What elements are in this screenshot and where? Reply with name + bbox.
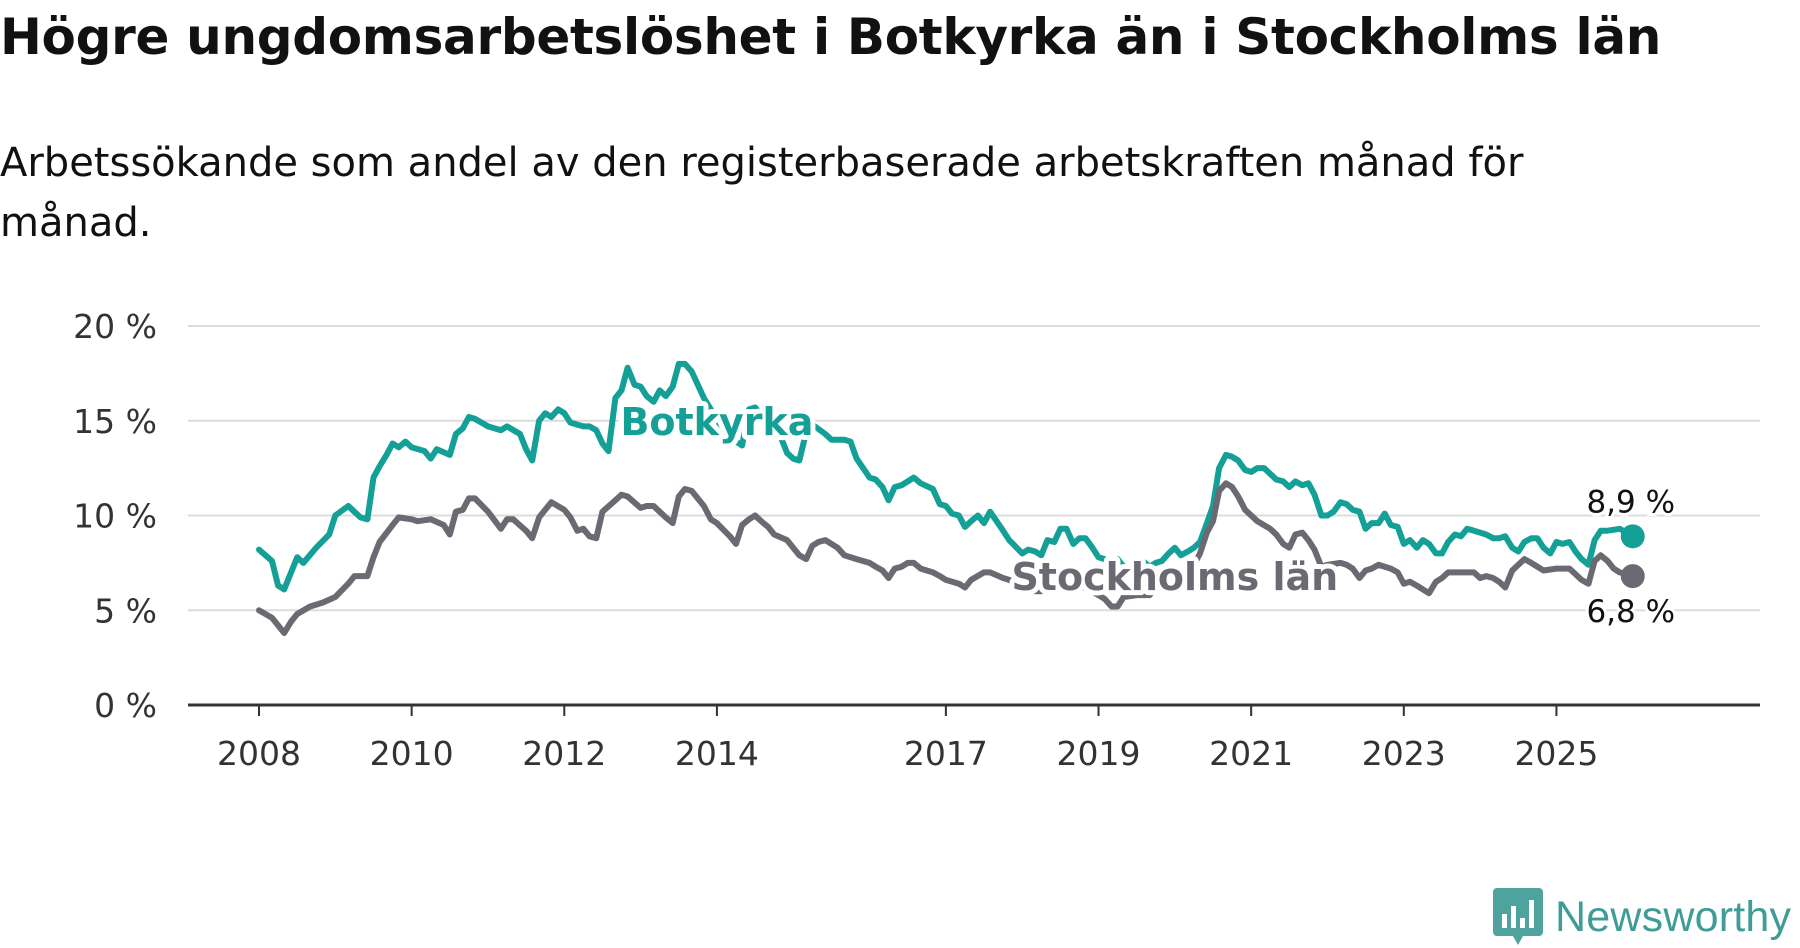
x-tick-label-2012: 2012 <box>522 734 606 773</box>
newsworthy-logo-icon <box>1493 888 1543 945</box>
x-axis: 2008 2010 2012 2014 2017 2019 2021 2023 2025 <box>188 703 1760 773</box>
x-tick-label-2023: 2023 <box>1362 734 1446 773</box>
series-line-stockholms-län <box>256 480 1636 636</box>
grid-lines <box>188 325 1760 612</box>
y-tick-label-15: 15 % <box>73 402 157 441</box>
page-subtitle: Arbetssökande som andel av den registerb… <box>0 140 1524 246</box>
series-lines <box>256 360 1645 636</box>
x-tick-label-2025: 2025 <box>1514 734 1598 773</box>
y-tick-label-0: 0 % <box>94 686 157 725</box>
y-tick-label-20: 20 % <box>73 307 157 346</box>
series-label-botkyrka: Botkyrka <box>620 400 813 444</box>
x-tick-label-2021: 2021 <box>1209 734 1293 773</box>
y-axis-tick-labels: 0 % 5 % 10 % 15 % 20 % <box>73 307 157 725</box>
y-tick-label-10: 10 % <box>73 497 157 536</box>
end-marker-stockholms-län <box>1620 564 1645 589</box>
x-tick-label-2017: 2017 <box>904 734 988 773</box>
series-labels: Botkyrka 8,9 % Stockholms län 6,8 % <box>615 395 1678 633</box>
series-line-botkyrka <box>256 360 1636 593</box>
end-value-label-botkyrka: 8,9 % <box>1586 484 1675 520</box>
x-tick-label-2014: 2014 <box>675 734 759 773</box>
brand-name: Newsworthy <box>1555 892 1792 941</box>
y-tick-label-5: 5 % <box>94 591 157 630</box>
page-title: Högre ungdomsarbetslöshet i Botkyrka än … <box>0 8 1662 66</box>
end-value-label-stockholms-län: 6,8 % <box>1586 594 1675 630</box>
series-label-stockholms-län: Stockholms län <box>1011 555 1338 599</box>
x-tick-label-2008: 2008 <box>217 734 301 773</box>
x-tick-label-2019: 2019 <box>1057 734 1141 773</box>
end-marker-botkyrka <box>1620 524 1645 549</box>
x-tick-label-2010: 2010 <box>370 734 454 773</box>
newsworthy-brand: Newsworthy <box>1493 888 1791 946</box>
